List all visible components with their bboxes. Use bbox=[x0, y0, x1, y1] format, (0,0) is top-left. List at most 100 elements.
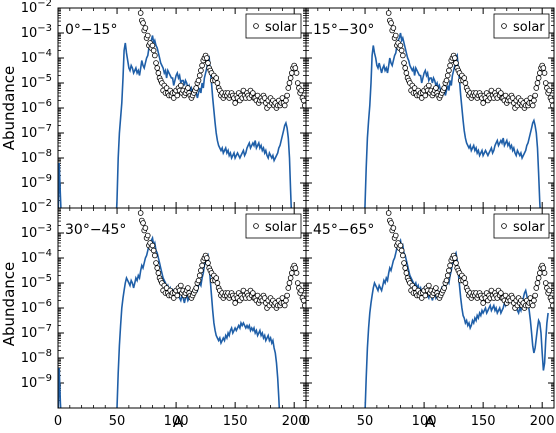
y-tick-label: 10−8 bbox=[21, 348, 52, 366]
solar-point bbox=[385, 210, 392, 216]
x-tick-label: 150 bbox=[471, 414, 496, 429]
solar-point bbox=[152, 252, 158, 259]
x-tick-label: 100 bbox=[164, 414, 189, 429]
solar-point bbox=[388, 220, 394, 226]
legend: solar bbox=[245, 13, 302, 39]
solar-point bbox=[289, 70, 295, 76]
solar-point bbox=[137, 210, 144, 216]
solar-point bbox=[480, 300, 486, 306]
solar-point bbox=[533, 285, 540, 291]
solar-point bbox=[447, 262, 453, 269]
solar-point bbox=[196, 272, 203, 279]
solar-point bbox=[422, 292, 429, 299]
solar-point bbox=[446, 267, 452, 274]
solar-point bbox=[155, 270, 162, 276]
solar-point bbox=[153, 260, 159, 266]
solar-point bbox=[144, 232, 151, 239]
solar-point bbox=[443, 277, 450, 284]
legend-label: solar bbox=[265, 220, 297, 235]
y-tick-label: 10−8 bbox=[21, 148, 52, 166]
solar-point bbox=[293, 70, 300, 76]
solar-point bbox=[453, 60, 459, 66]
solar-point bbox=[385, 10, 392, 16]
y-tick-label: 10−9 bbox=[21, 373, 52, 391]
y-tick-label: 10−6 bbox=[21, 98, 52, 116]
solar-point bbox=[292, 265, 299, 271]
y-tick-label: 10−7 bbox=[21, 123, 52, 141]
solar-point bbox=[149, 242, 156, 249]
solar-point bbox=[185, 285, 191, 291]
solar-point bbox=[144, 32, 151, 39]
legend-label: solar bbox=[513, 20, 545, 35]
solar-point bbox=[550, 102, 554, 109]
x-axis-label-right: A bbox=[425, 413, 436, 431]
legend-marker bbox=[253, 23, 259, 29]
solar-point bbox=[397, 42, 404, 49]
y-tick-label: 10−3 bbox=[21, 223, 52, 241]
solar-point bbox=[531, 297, 537, 304]
solar-point bbox=[292, 65, 299, 71]
solar-point bbox=[283, 97, 289, 104]
y-tick-label: 10−5 bbox=[21, 73, 52, 91]
solar-point bbox=[195, 77, 202, 84]
y-tick-label: 10−4 bbox=[21, 48, 52, 66]
solar-point bbox=[178, 282, 184, 289]
solar-point bbox=[150, 247, 157, 254]
panel-3: 10−2 10−3 10−4 10−5 10−6 10−7 10−8 10−9 0 50 100 15… bbox=[21, 198, 307, 429]
solar-point bbox=[548, 97, 554, 104]
solar-point bbox=[287, 275, 294, 281]
panel-label: 15°−30° bbox=[313, 22, 374, 38]
x-tick-label: 150 bbox=[223, 414, 248, 429]
solar-point bbox=[193, 285, 199, 291]
panel-2: 15°−30° solar bbox=[305, 7, 555, 209]
y-tick-label: 10−4 bbox=[21, 248, 52, 266]
solar-point bbox=[426, 82, 432, 89]
solar-point bbox=[388, 20, 394, 26]
x-tick-label: 50 bbox=[109, 414, 126, 429]
series-line-1 bbox=[58, 35, 293, 208]
legend: solar bbox=[493, 213, 550, 239]
solar-point bbox=[400, 52, 406, 59]
solar-point bbox=[451, 255, 458, 261]
solar-point bbox=[205, 260, 211, 266]
solar-point bbox=[403, 270, 410, 276]
solar-point bbox=[154, 65, 161, 71]
solar-point bbox=[286, 80, 293, 86]
solar-point bbox=[204, 55, 210, 61]
solar-point bbox=[433, 285, 439, 291]
solar-point bbox=[250, 290, 256, 296]
solar-point bbox=[540, 265, 547, 271]
solar-point bbox=[390, 25, 397, 31]
solar-point bbox=[462, 80, 469, 86]
solar-point bbox=[533, 85, 540, 91]
series-line-3 bbox=[58, 235, 281, 408]
solar-point bbox=[284, 292, 290, 299]
solar-point bbox=[441, 85, 447, 91]
solar-point bbox=[205, 60, 211, 66]
solar-point bbox=[401, 60, 407, 66]
legend-marker bbox=[501, 223, 507, 229]
y-tick-label: 10−7 bbox=[21, 323, 52, 341]
solar-point bbox=[535, 75, 542, 81]
solar-point bbox=[532, 92, 538, 99]
solar-point bbox=[461, 75, 468, 81]
solar-point bbox=[196, 72, 203, 79]
solar-point bbox=[444, 272, 451, 279]
solar-point bbox=[447, 62, 453, 69]
solar-point bbox=[550, 302, 554, 309]
panel-label: 30°−45° bbox=[65, 222, 126, 238]
solar-point bbox=[214, 280, 221, 286]
legend-marker bbox=[253, 223, 259, 229]
solar-point bbox=[548, 297, 554, 304]
solar-point bbox=[302, 302, 306, 309]
solar-point bbox=[149, 42, 156, 49]
solar-point bbox=[199, 62, 205, 69]
solar-point bbox=[542, 280, 549, 286]
y-tick-label: 10−3 bbox=[21, 23, 52, 41]
y-axis-label-top: Abundance bbox=[0, 66, 18, 151]
solar-point bbox=[444, 72, 451, 79]
series-line-2 bbox=[364, 32, 541, 208]
solar-point bbox=[529, 302, 536, 309]
solar-point bbox=[546, 287, 553, 294]
